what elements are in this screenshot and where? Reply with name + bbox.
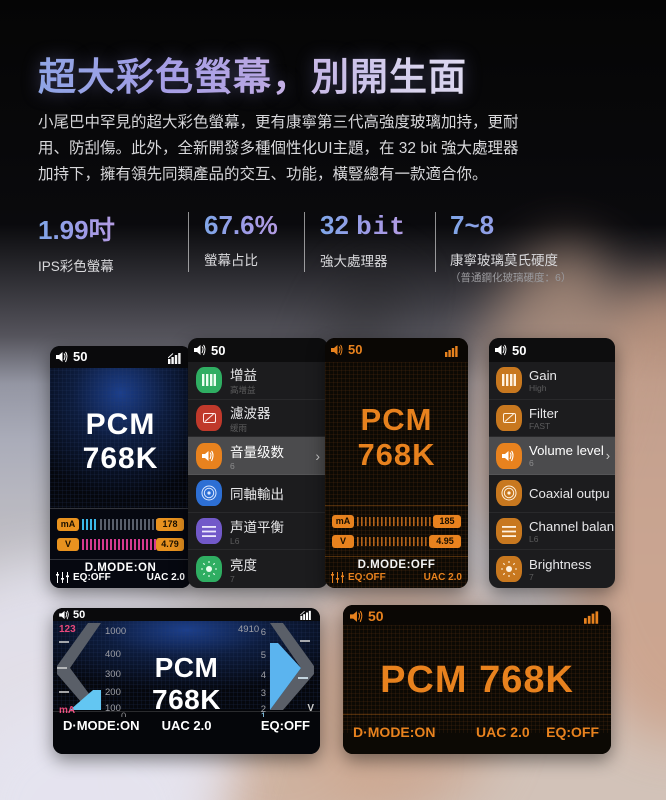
svg-text:1000: 1000 [105,626,126,637]
svg-text:4910: 4910 [238,624,259,635]
svg-text:5: 5 [261,650,266,661]
svg-text:6: 6 [261,627,266,638]
svg-text:4: 4 [261,670,266,681]
svg-text:3: 3 [261,688,266,699]
